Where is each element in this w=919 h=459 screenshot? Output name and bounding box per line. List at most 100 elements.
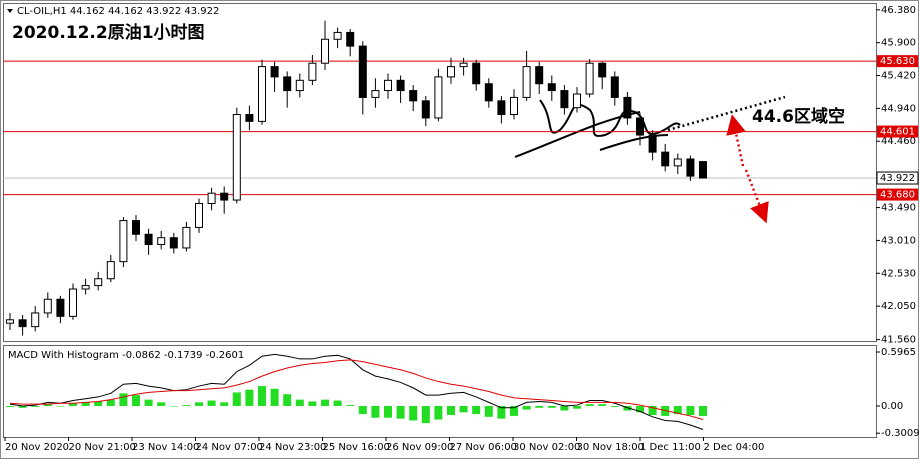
histogram-bar — [346, 405, 355, 406]
candle-body — [409, 90, 418, 102]
current-price-label: 43.922 — [880, 173, 915, 184]
histogram-bar — [132, 395, 140, 406]
candle-body — [321, 38, 329, 64]
macd-line — [9, 353, 704, 430]
histogram-bar — [207, 400, 216, 406]
histogram-bar — [484, 405, 493, 417]
candle-body — [18, 319, 27, 328]
histogram-bar — [699, 405, 707, 416]
candle-body — [636, 117, 644, 136]
y-tick-label: 46.380 — [881, 5, 916, 16]
y-tick-label: 44.460 — [881, 136, 916, 147]
candle-body — [245, 114, 254, 122]
histogram-bar — [573, 405, 581, 409]
candle-body — [157, 237, 166, 246]
candle-body — [81, 285, 90, 290]
candle-body — [69, 288, 77, 317]
candle-body — [6, 319, 14, 324]
histogram-bar — [636, 405, 644, 413]
x-tick-label: 26 Nov 09:00 — [386, 442, 453, 453]
candle-body — [560, 90, 569, 109]
x-tick-label: 25 Nov 16:00 — [323, 442, 390, 453]
candle-body — [295, 79, 304, 92]
candle-body — [371, 90, 380, 98]
histogram-bar — [245, 389, 254, 406]
y-tick-label: 0.00 — [881, 401, 903, 412]
candle-body — [686, 158, 695, 177]
x-tick-label: 30 Nov 18:00 — [577, 442, 644, 453]
histogram-bar — [69, 403, 77, 406]
candle-body — [43, 298, 52, 314]
histogram-bar — [119, 393, 128, 406]
candle-body — [384, 79, 392, 92]
candle-body — [661, 151, 670, 167]
candle-body — [648, 134, 657, 153]
annotation: 44.6区域空 — [752, 106, 845, 127]
histogram-bar — [43, 404, 52, 406]
histogram-bar — [182, 405, 191, 406]
histogram-bar — [333, 400, 342, 406]
histogram-bar — [396, 405, 405, 419]
candle-body — [522, 66, 531, 98]
histogram-bar — [144, 399, 153, 406]
macd-header: MACD With Histogram -0.0862 -0.1739 -0.2… — [8, 350, 244, 361]
candle-body — [56, 298, 65, 317]
histogram-bar — [6, 405, 14, 407]
histogram-bar — [472, 405, 481, 415]
candle-body — [447, 66, 455, 78]
candle-body — [94, 278, 103, 287]
histogram-bar — [510, 405, 518, 416]
candle-body — [346, 31, 355, 47]
y-tick-label: 45.900 — [881, 38, 916, 49]
histogram-bar — [421, 405, 430, 424]
candle-body — [547, 83, 556, 92]
candle-body — [144, 233, 153, 246]
x-tick-label: 20 Nov 21:00 — [69, 442, 136, 453]
histogram-bar — [371, 405, 380, 418]
y-tick-label: 41.560 — [881, 335, 916, 346]
histogram-bar — [610, 405, 619, 407]
candle-body — [459, 62, 468, 68]
x-tick-label: 24 Nov 23:00 — [259, 442, 326, 453]
histogram-bar — [459, 405, 468, 413]
histogram-bar — [686, 405, 695, 416]
level-label-box — [877, 188, 918, 201]
candle-body — [573, 93, 581, 109]
y-tick-label: 42.050 — [881, 301, 916, 312]
x-tick-label: 20 Nov 2020 — [5, 442, 69, 453]
signal-line — [9, 359, 704, 421]
histogram-bar — [321, 399, 329, 406]
y-tick-label: -0.3009 — [881, 428, 919, 439]
y-tick-label: 45.420 — [881, 71, 916, 82]
histogram-bar — [585, 404, 594, 406]
y-tick-label: 43.010 — [881, 235, 916, 246]
level-label-box — [877, 55, 918, 68]
histogram-bar — [220, 402, 229, 406]
histogram-bar — [409, 405, 418, 421]
arrow-up — [726, 114, 746, 167]
y-tick-label: 42.530 — [881, 268, 916, 279]
histogram-bar — [535, 405, 544, 408]
menu-icon — [7, 9, 13, 13]
y-tick-label: 43.490 — [881, 203, 916, 214]
x-tick-label: 23 Nov 14:00 — [132, 442, 199, 453]
histogram-bar — [18, 405, 27, 408]
candle-body — [585, 62, 594, 95]
candle-body — [472, 62, 481, 85]
histogram-bar — [106, 399, 115, 406]
x-tick-label: 2 Dec 04:00 — [704, 442, 765, 453]
histogram-bar — [94, 401, 103, 406]
x-tick-label: 27 Nov 06:00 — [450, 442, 517, 453]
candle-body — [510, 96, 518, 116]
histogram-bar — [169, 405, 178, 407]
level-label: 43.680 — [880, 190, 915, 201]
histogram-bar — [547, 405, 556, 408]
candle-body — [673, 158, 682, 167]
histogram-bar — [81, 402, 90, 406]
histogram-bar — [673, 405, 682, 415]
histogram-bar — [258, 386, 266, 406]
level-label-box — [877, 125, 918, 138]
current-price-box — [876, 171, 919, 185]
